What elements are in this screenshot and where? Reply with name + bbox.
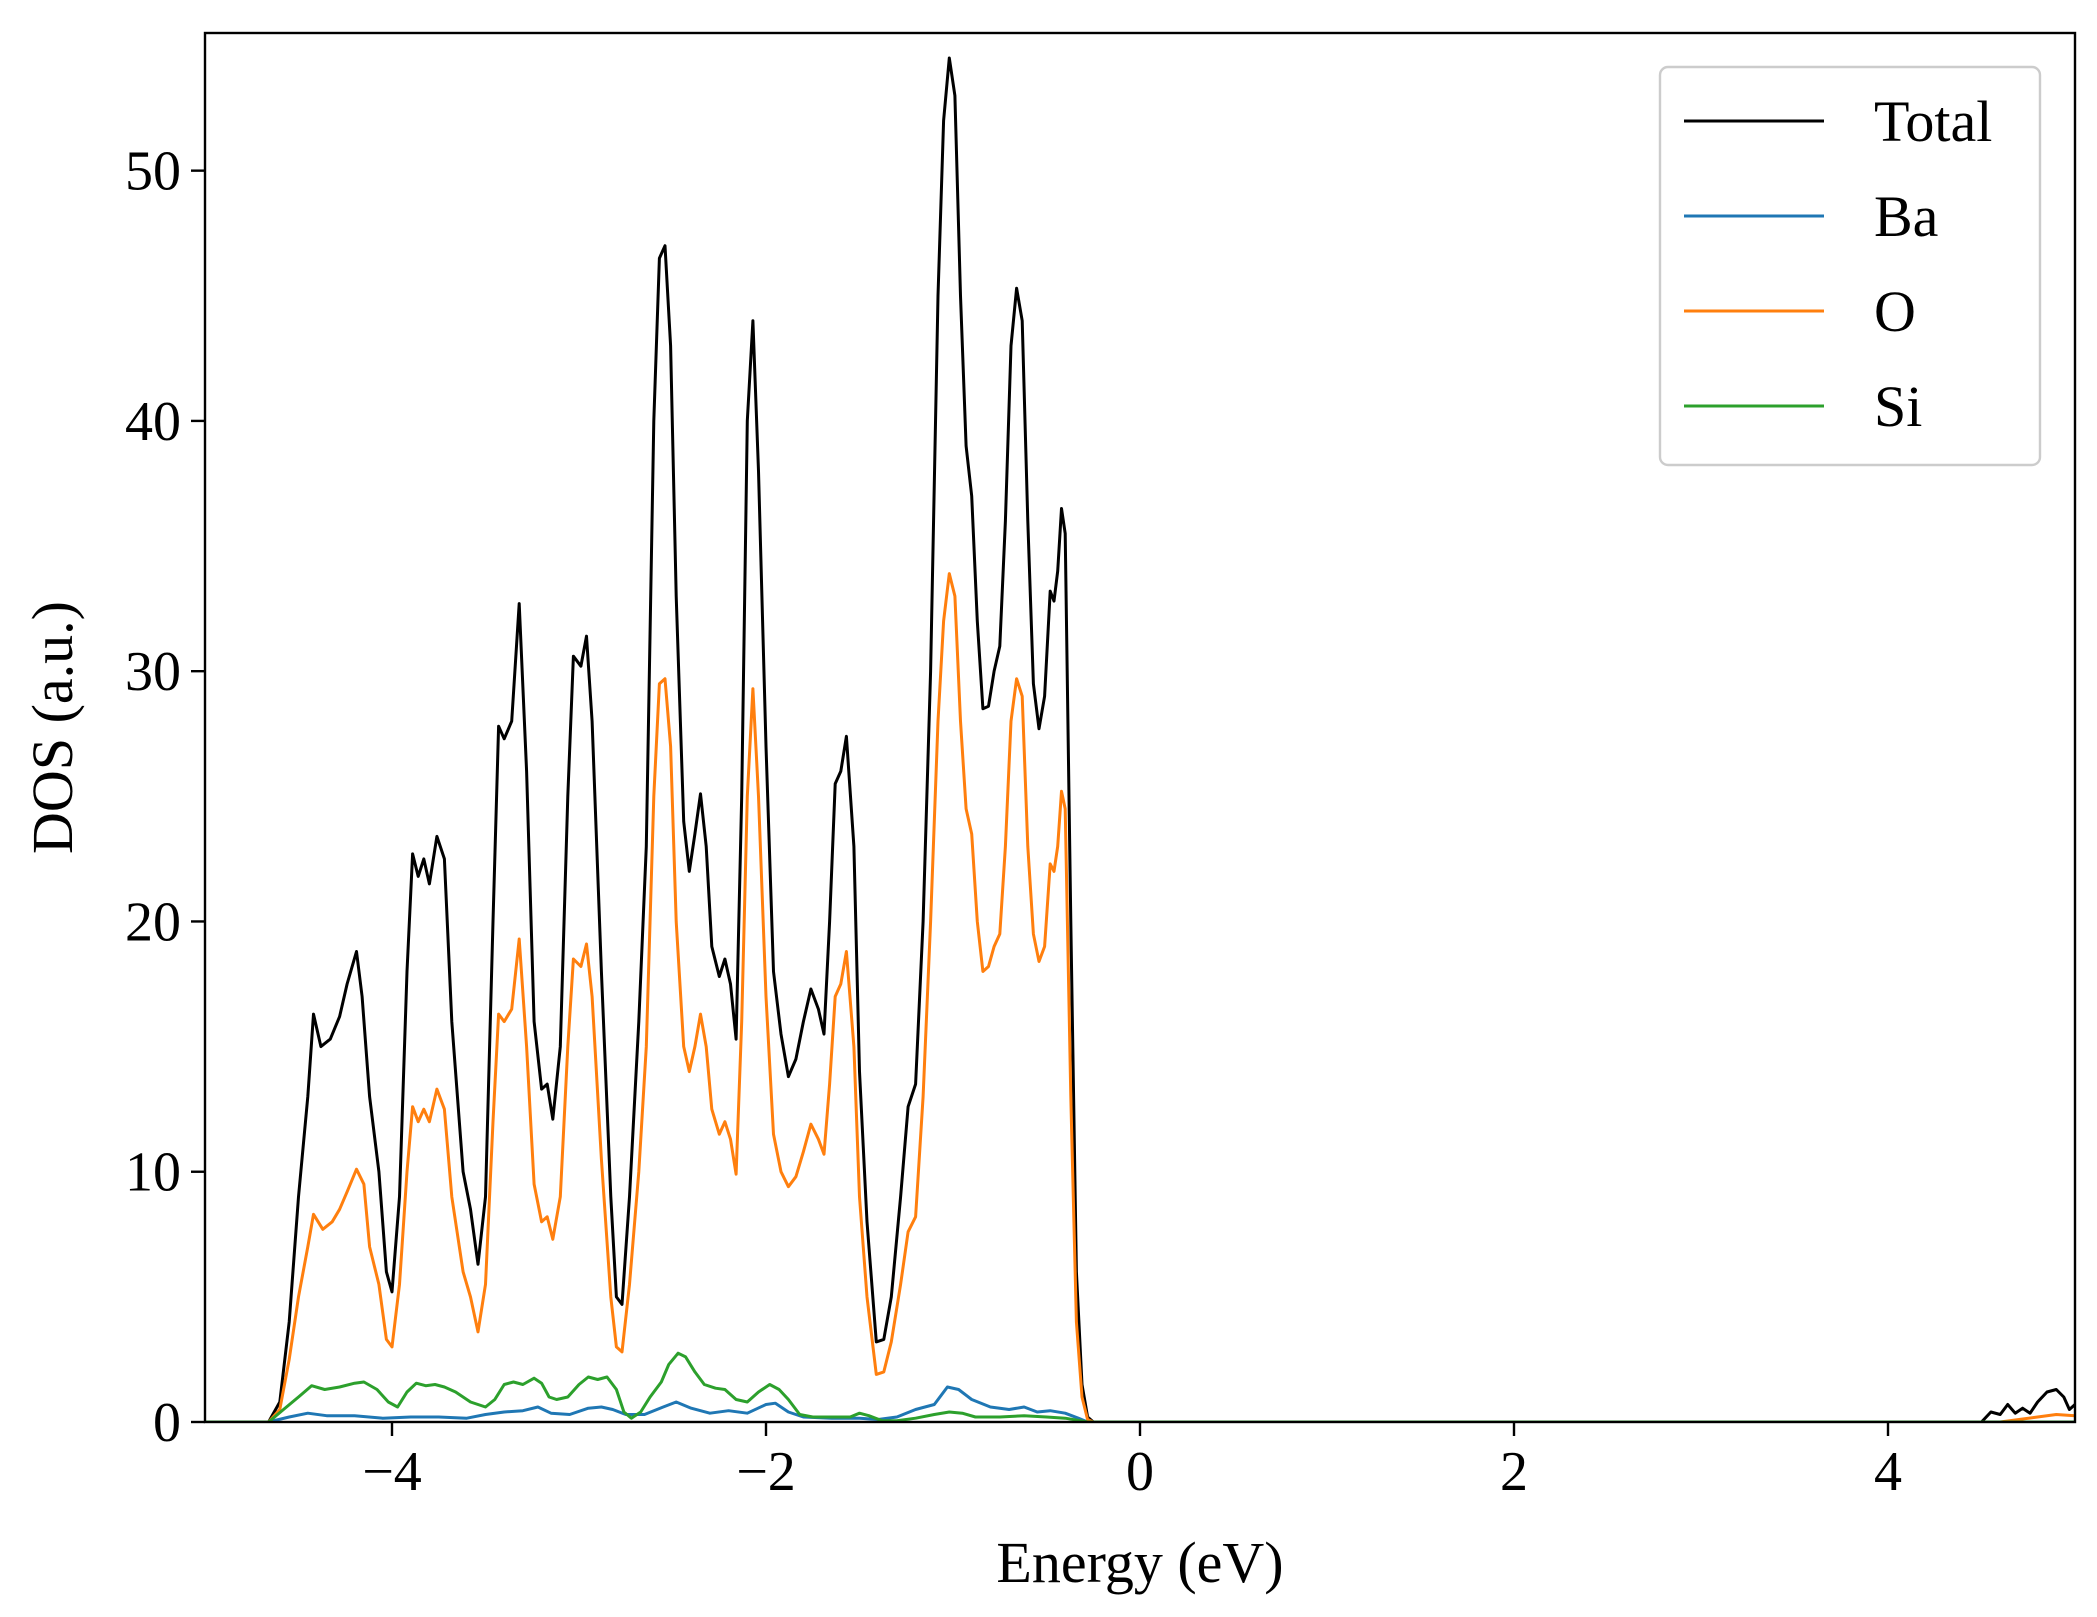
y-tick-label: 0 — [153, 1392, 181, 1454]
y-tick-label: 30 — [125, 641, 181, 703]
x-tick-label: 0 — [1126, 1441, 1154, 1503]
x-tick-label: −2 — [736, 1441, 796, 1503]
y-axis-label: DOS (a.u.) — [20, 601, 85, 854]
y-tick-label: 10 — [125, 1142, 181, 1204]
legend-box — [1658, 65, 2042, 467]
y-tick-label: 40 — [125, 391, 181, 453]
series-line-o — [205, 572, 2075, 1422]
x-axis-label: Energy (eV) — [996, 1530, 1283, 1595]
legend: Total Ba O Si — [1658, 65, 2042, 467]
series-layer — [205, 56, 2075, 1422]
y-tick-label: 50 — [125, 141, 181, 203]
x-tick-label: 2 — [1500, 1441, 1528, 1503]
legend-label-o: O — [1874, 279, 1916, 344]
y-axis: 0 10 20 30 40 50 — [125, 141, 205, 1454]
legend-label-total: Total — [1874, 89, 1992, 154]
y-tick-label: 20 — [125, 891, 181, 953]
x-tick-label: −4 — [362, 1441, 422, 1503]
series-line-total — [205, 56, 2075, 1422]
x-axis: −4 −2 0 2 4 — [362, 1422, 1902, 1503]
legend-label-si: Si — [1874, 374, 1922, 439]
series-line-si — [205, 1351, 2075, 1422]
series-line-ba — [205, 1385, 2075, 1422]
x-tick-label: 4 — [1874, 1441, 1902, 1503]
legend-label-ba: Ba — [1874, 184, 1938, 249]
